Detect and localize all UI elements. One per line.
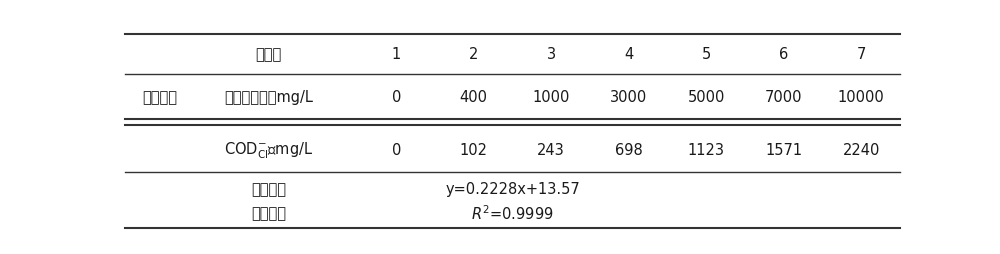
Text: 400: 400: [460, 90, 488, 105]
Text: 3: 3: [547, 47, 556, 62]
Text: 2: 2: [469, 47, 478, 62]
Text: 氯离子浓度，mg/L: 氯离子浓度，mg/L: [224, 90, 313, 105]
Text: 曲线方程: 曲线方程: [251, 182, 286, 197]
Text: 2240: 2240: [843, 143, 880, 158]
Text: 698: 698: [615, 143, 643, 158]
Text: y=0.2228x+13.57: y=0.2228x+13.57: [445, 182, 580, 197]
Text: 243: 243: [537, 143, 565, 158]
Text: 工作曲线: 工作曲线: [142, 90, 177, 105]
Text: 相关系数: 相关系数: [251, 206, 286, 221]
Text: 1571: 1571: [765, 143, 802, 158]
Text: 6: 6: [779, 47, 788, 62]
Text: 1: 1: [392, 47, 401, 62]
Text: 7000: 7000: [765, 90, 802, 105]
Text: 5000: 5000: [688, 90, 725, 105]
Text: 102: 102: [460, 143, 488, 158]
Text: 1123: 1123: [688, 143, 725, 158]
Text: 10000: 10000: [838, 90, 885, 105]
Text: 顺序号: 顺序号: [255, 47, 282, 62]
Text: 5: 5: [702, 47, 711, 62]
Text: 7: 7: [857, 47, 866, 62]
Text: $R^{2}$=0.9999: $R^{2}$=0.9999: [471, 204, 554, 223]
Text: 1000: 1000: [533, 90, 570, 105]
Text: 3000: 3000: [610, 90, 647, 105]
Text: 0: 0: [392, 143, 401, 158]
Text: $\rm COD_{Cl}^{-}$，mg/L: $\rm COD_{Cl}^{-}$，mg/L: [224, 140, 313, 161]
Text: 0: 0: [392, 90, 401, 105]
Text: 4: 4: [624, 47, 633, 62]
